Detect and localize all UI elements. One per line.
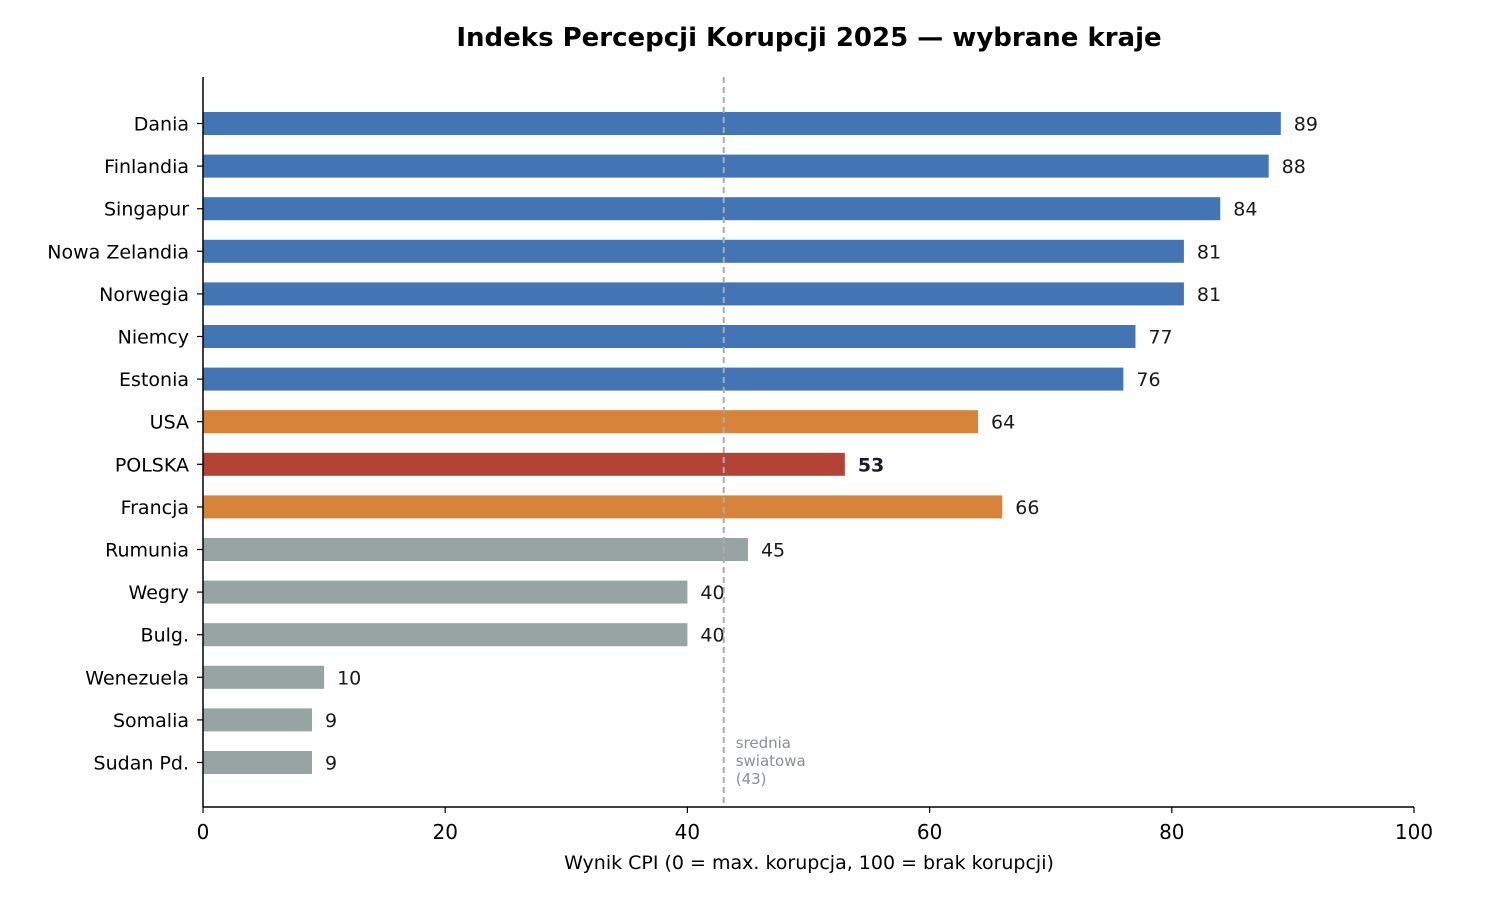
category-label-sudan-pd: Sudan Pd.: [94, 753, 189, 775]
bar-sudan-pd: [203, 751, 312, 774]
bar-norwegia: [203, 282, 1184, 306]
value-label-singapur: 84: [1233, 199, 1257, 221]
value-label-francja: 66: [1015, 497, 1039, 519]
x-tick-label-80: 80: [1159, 820, 1184, 844]
category-label-finlandia: Finlandia: [104, 156, 189, 178]
axes-group: [202, 77, 1414, 808]
bar-dania: [203, 112, 1281, 135]
bar-wenezuela: [203, 665, 325, 689]
value-label-bulg: 40: [700, 625, 724, 647]
x-tick-label-100: 100: [1395, 820, 1433, 844]
bar-usa: [203, 410, 979, 434]
category-label-niemcy: Niemcy: [118, 327, 189, 349]
value-label-dania: 89: [1294, 114, 1318, 136]
x-tick-label-60: 60: [917, 820, 942, 844]
value-label-usa: 64: [991, 412, 1015, 434]
category-label-rumunia: Rumunia: [105, 540, 189, 562]
x-tick-label-20: 20: [432, 820, 457, 844]
bar-somalia: [203, 708, 312, 732]
category-labels: Dania Finlandia Singapur Nowa Zelandia Norwe…: [47, 114, 203, 775]
bar-polska: [203, 452, 845, 476]
bar-niemcy: [203, 325, 1136, 348]
x-axis-label: Wynik CPI (0 = max. korupcja, 100 = brak…: [564, 852, 1054, 874]
value-label-somalia: 9: [325, 710, 337, 732]
value-label-niemcy: 77: [1148, 327, 1172, 349]
category-label-wenezuela: Wenezuela: [85, 667, 189, 689]
value-label-estonia: 76: [1136, 369, 1160, 391]
value-label-polska: 53: [858, 454, 884, 476]
reference-line-label: srednia swiatowa (43): [736, 734, 806, 788]
value-label-finlandia: 88: [1282, 156, 1306, 178]
bar-francja: [203, 495, 1003, 519]
x-tick-labels: 0 20 40 60 80 100: [197, 807, 1433, 844]
bar-finlandia: [203, 154, 1269, 178]
value-label-nowa-zelandia: 81: [1197, 241, 1221, 263]
category-label-norwegia: Norwegia: [99, 284, 189, 306]
category-label-singapur: Singapur: [104, 199, 189, 221]
category-label-polska: POLSKA: [115, 454, 189, 476]
bar-nowa-zelandia: [203, 239, 1184, 263]
category-label-usa: USA: [150, 412, 189, 434]
category-label-nowa-zelandia: Nowa Zelandia: [47, 241, 189, 263]
category-label-bulg: Bulg.: [141, 625, 189, 647]
category-label-francja: Francja: [121, 497, 189, 519]
bar-estonia: [203, 367, 1124, 391]
value-label-rumunia: 45: [761, 540, 785, 562]
x-tick-label-40: 40: [675, 820, 700, 844]
category-label-estonia: Estonia: [119, 369, 189, 391]
bars-group: [203, 112, 1281, 774]
bar-wegry: [203, 580, 688, 604]
category-label-dania: Dania: [134, 114, 189, 136]
value-label-sudan-pd: 9: [325, 753, 337, 775]
bar-singapur: [203, 197, 1221, 221]
category-label-somalia: Somalia: [113, 710, 189, 732]
value-label-wegry: 40: [700, 582, 724, 604]
x-tick-label-0: 0: [197, 820, 210, 844]
reference-line-group: srednia swiatowa (43): [722, 77, 806, 807]
bar-bulg: [203, 623, 688, 647]
chart-title: Indeks Percepcji Korupcji 2025 — wybrane…: [456, 23, 1161, 53]
bar-rumunia: [203, 538, 748, 561]
value-label-wenezuela: 10: [337, 667, 361, 689]
category-label-wegry: Wegry: [129, 582, 189, 604]
value-label-norwegia: 81: [1197, 284, 1221, 306]
